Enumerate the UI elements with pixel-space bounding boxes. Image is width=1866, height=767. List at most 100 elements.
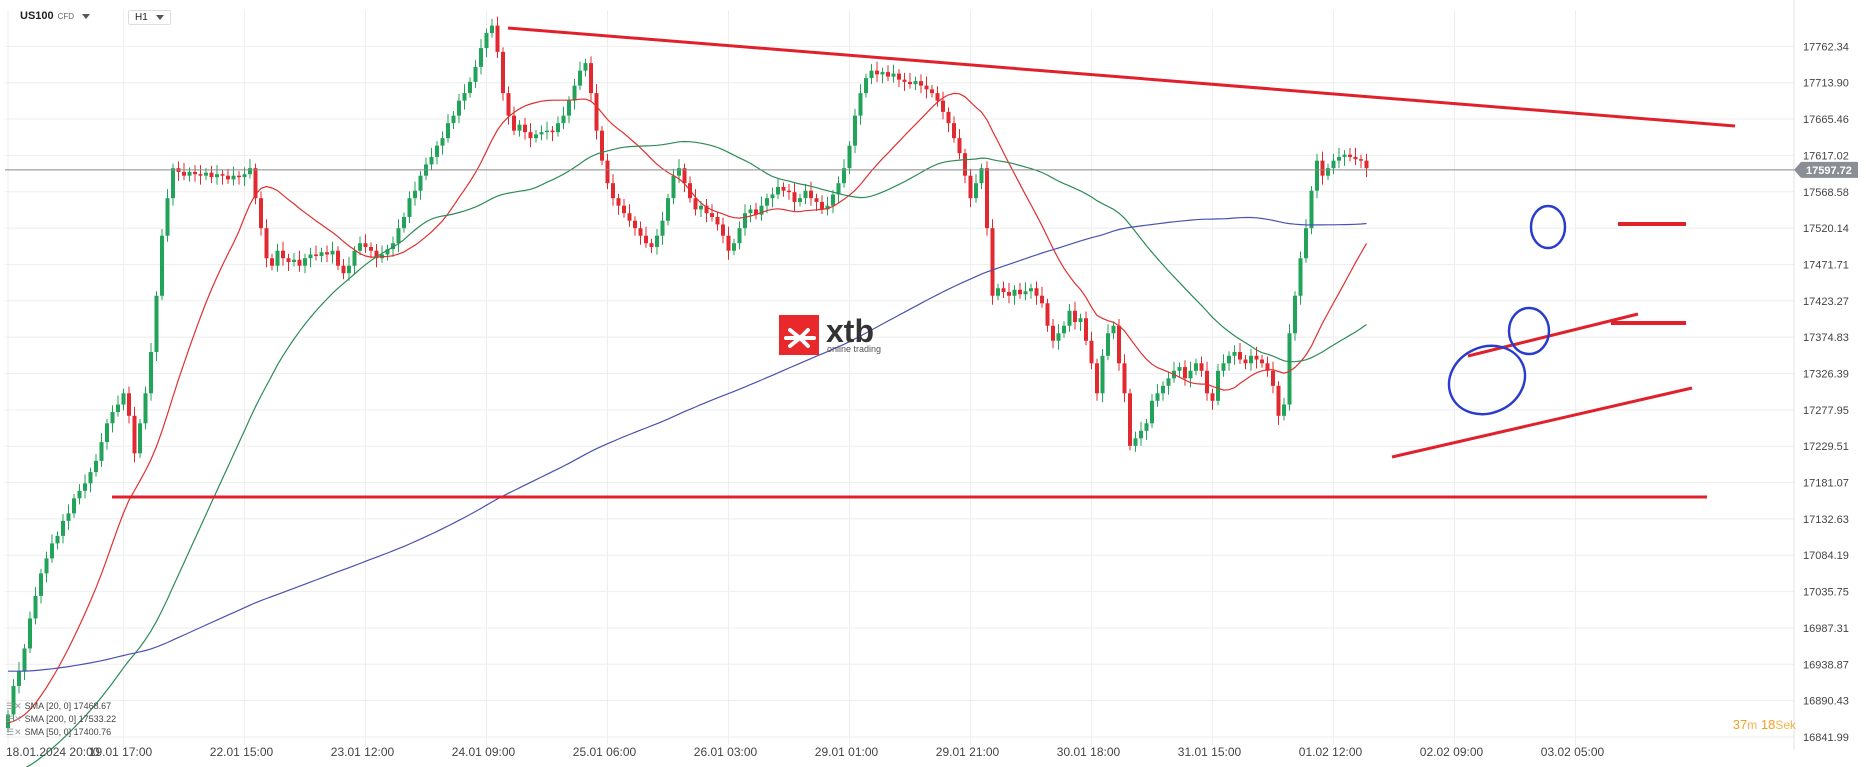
candle-body — [726, 235, 731, 251]
candle-body — [644, 235, 648, 244]
candle-body — [1199, 363, 1204, 371]
candle-body — [204, 172, 208, 176]
timer-minutes: 37 — [1732, 717, 1748, 732]
candle-body — [902, 79, 907, 82]
candle-body — [105, 423, 109, 443]
candle-body — [1045, 303, 1050, 326]
candle-body — [237, 175, 241, 178]
candle-body — [1232, 352, 1237, 356]
current-price-tag: 17597.72 — [5, 161, 1858, 178]
candle-body — [270, 258, 274, 266]
chevron-down-icon — [155, 14, 164, 20]
candle-body — [479, 48, 483, 67]
candle-body — [567, 100, 571, 116]
y-tick-label: 17713.90 — [1803, 78, 1849, 90]
indicator-legend-sma50[interactable]: ☰✕ SMA [50, 0] 17400.76 — [6, 727, 112, 737]
candle-body — [259, 198, 263, 229]
candle-body — [996, 288, 1000, 296]
candle-body — [743, 213, 747, 229]
sma-overlays — [7, 92, 1368, 767]
x-tick-label: 24.01 09:00 — [452, 745, 516, 759]
candle-body — [649, 243, 654, 247]
candle-body — [374, 250, 379, 259]
candle-body — [231, 175, 236, 180]
candle-body — [308, 254, 313, 259]
candle-body — [1117, 325, 1121, 364]
candle-body — [11, 685, 16, 715]
candle-body — [847, 145, 852, 169]
candle-body — [1040, 295, 1044, 304]
candle-body — [710, 213, 714, 217]
x-tick-label: 26.01 03:00 — [694, 745, 758, 759]
settings-close-icon[interactable]: ☰✕ — [6, 727, 22, 737]
y-tick-label: 17520.14 — [1803, 223, 1849, 235]
candle-body — [627, 213, 632, 221]
candle-body — [314, 254, 318, 256]
candle-body — [1089, 340, 1094, 364]
candle-body — [622, 205, 626, 214]
candle-body — [501, 51, 505, 94]
candle-body — [930, 89, 934, 94]
candle-body — [1144, 423, 1149, 431]
instrument-type: CFD — [57, 12, 75, 21]
candle-body — [1243, 359, 1248, 364]
candle-body — [1078, 318, 1083, 323]
candle-body — [495, 25, 500, 52]
candle-body — [677, 168, 681, 176]
candle-body — [660, 220, 665, 236]
candle-body — [1271, 370, 1275, 386]
candle-body — [770, 194, 775, 199]
xtb-logo-tagline: online trading — [827, 344, 881, 354]
candle-body — [666, 198, 670, 221]
candle-body — [825, 205, 830, 210]
x-tick-label: 18.01.2024 20:00 — [6, 745, 100, 759]
candle-body — [347, 265, 351, 274]
candle-body — [72, 498, 76, 514]
candle-body — [946, 111, 951, 124]
candle-body — [50, 543, 54, 559]
candle-body — [1293, 295, 1297, 334]
candle-body — [952, 123, 956, 139]
candle-body — [517, 124, 522, 131]
candle-body — [528, 132, 533, 139]
candle-body — [913, 81, 918, 85]
candle-body — [1249, 355, 1253, 364]
candle-body — [534, 134, 538, 139]
candle-body — [671, 175, 676, 199]
symbol-selector[interactable]: US100 CFD — [20, 10, 91, 22]
candle-body — [545, 130, 549, 133]
candle-body — [550, 130, 555, 133]
candle-body — [864, 78, 868, 94]
indicator-legend-sma20[interactable]: ☰✕ SMA [20, 0] 17468.67 — [6, 701, 112, 711]
candle-body — [215, 174, 219, 178]
y-tick-label: 16841.99 — [1803, 732, 1849, 744]
candle-body — [1018, 289, 1022, 295]
candle-body — [1331, 160, 1336, 169]
candle-body — [633, 220, 637, 229]
candle-body — [55, 535, 60, 544]
candle-body — [1353, 156, 1358, 160]
candle-body — [325, 252, 329, 255]
candle-body — [1051, 325, 1055, 341]
candle-body — [44, 558, 49, 574]
candle-body — [336, 250, 340, 266]
timeframe-selector[interactable]: H1 — [128, 10, 171, 25]
sma-50-line — [25, 140, 1367, 767]
candle-body — [154, 295, 159, 353]
settings-close-icon[interactable]: ☰✕ — [6, 701, 22, 711]
candle-body — [358, 243, 362, 251]
candle-body — [853, 115, 857, 146]
candle-body — [248, 168, 252, 175]
x-tick-label: 29.01 21:00 — [936, 745, 1000, 759]
candle-body — [407, 198, 412, 217]
x-tick-label: 31.01 15:00 — [1178, 745, 1242, 759]
candle-body — [715, 216, 720, 225]
settings-close-icon[interactable]: ☰✕ — [6, 714, 22, 724]
candle-body — [297, 259, 302, 266]
candle-body — [193, 171, 197, 175]
indicator-legend-sma200[interactable]: ☰✕ SMA [200, 0] 17533.22 — [6, 714, 117, 724]
candle-body — [600, 130, 604, 161]
highlight-circle-consolidation — [1447, 344, 1527, 416]
current-price-tag-bg — [1794, 161, 1858, 178]
